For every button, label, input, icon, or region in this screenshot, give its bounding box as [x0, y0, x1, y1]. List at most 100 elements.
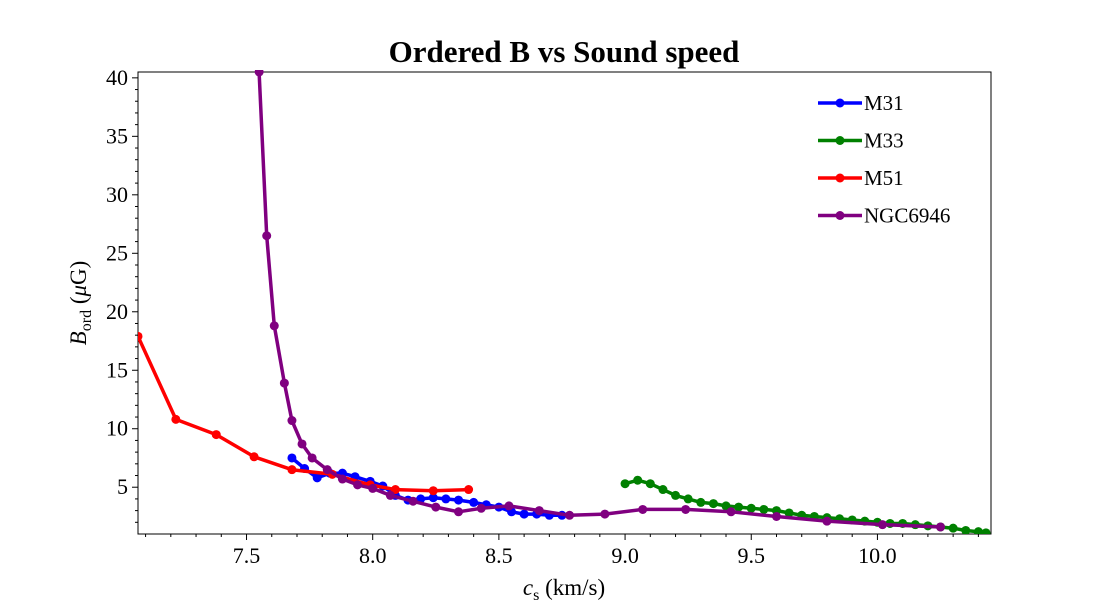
data-point: [408, 496, 418, 506]
plot-area: [137, 71, 992, 535]
data-point: [620, 479, 630, 489]
data-point: [973, 527, 983, 534]
data-point: [721, 501, 731, 511]
data-point: [385, 490, 395, 500]
y-label-unit-rest: G): [66, 261, 91, 285]
legend-marker: [835, 136, 845, 145]
data-point: [138, 331, 143, 341]
data-point: [638, 504, 648, 514]
x-tick-label: 9.0: [611, 543, 639, 568]
data-point: [353, 480, 363, 490]
data-point: [287, 453, 297, 463]
data-point: [784, 508, 794, 518]
data-point: [633, 475, 643, 485]
data-point: [696, 497, 706, 507]
data-point: [600, 509, 610, 519]
data-point: [312, 473, 322, 483]
data-point: [454, 495, 464, 505]
data-point: [269, 321, 279, 331]
data-point: [254, 70, 264, 77]
data-point: [683, 494, 693, 504]
data-point: [759, 504, 769, 514]
data-point: [431, 502, 441, 512]
y-tick-label: 25: [106, 240, 128, 265]
data-point: [658, 485, 668, 495]
data-point: [428, 493, 438, 503]
x-tick-label: 8.0: [359, 543, 387, 568]
data-point: [534, 506, 544, 516]
data-point: [262, 231, 272, 241]
y-tick-label: 40: [106, 65, 128, 90]
series-ngc6946: [254, 70, 946, 532]
series-line: [138, 335, 469, 493]
x-tick-label: 8.5: [485, 543, 513, 568]
chart-title: Ordered B vs Sound speed: [389, 34, 740, 69]
legend-marker: [835, 211, 845, 220]
legend-label: NGC6946: [864, 204, 950, 228]
x-tick-label: 10.0: [858, 543, 897, 568]
y-axis: 5 10 15 20 25 30 35 40: [106, 65, 138, 523]
data-point: [297, 439, 307, 449]
data-point: [454, 507, 464, 517]
data-point: [441, 494, 451, 504]
data-point: [734, 502, 744, 512]
legend-label: M31: [864, 91, 904, 115]
y-tick-label: 10: [106, 416, 128, 441]
legend-item-ngc6946: NGC6946: [818, 204, 950, 228]
data-point: [681, 504, 691, 514]
x-label-symbol: c: [523, 575, 533, 600]
y-tick-label: 35: [106, 123, 128, 148]
data-point: [771, 511, 781, 521]
legend-item-m51: M51: [818, 166, 904, 190]
data-point: [390, 485, 400, 495]
y-axis-label-text: Bord (μG): [66, 261, 95, 346]
x-label-unit: (km/s): [539, 575, 605, 600]
legend: M31 M33 M51 NGC6946: [818, 91, 950, 228]
y-axis-label: Bord (μG): [66, 261, 95, 346]
data-point: [249, 452, 259, 462]
x-axis-label-text: cs (km/s): [523, 575, 605, 600]
data-point: [211, 430, 221, 440]
data-point: [476, 503, 486, 513]
x-tick-label: 7.5: [233, 543, 261, 568]
x-axis: 7.5 8.0 8.5 9.0 9.5 10.0: [145, 534, 979, 568]
y-tick-label: 20: [106, 299, 128, 324]
data-point: [822, 516, 832, 526]
data-point: [877, 520, 887, 530]
legend-marker: [835, 98, 845, 108]
x-axis-label: cs (km/s): [523, 575, 605, 600]
legend-item-m31: M31: [818, 91, 904, 115]
data-point: [519, 509, 529, 519]
x-label-subscript: s: [533, 587, 539, 600]
data-point: [948, 523, 958, 533]
data-point: [708, 499, 718, 509]
y-label-unit-mu: μ: [66, 285, 91, 298]
data-point: [746, 503, 756, 513]
data-point: [981, 528, 991, 534]
data-point: [337, 474, 347, 484]
legend-marker: [835, 173, 845, 183]
legend-label: M51: [864, 166, 904, 190]
data-point: [171, 414, 181, 424]
data-point: [961, 525, 971, 534]
y-tick-label: 15: [106, 357, 128, 382]
data-point: [368, 483, 378, 493]
data-point: [936, 522, 946, 532]
data-point: [645, 479, 655, 489]
data-point: [279, 378, 289, 388]
data-point: [726, 507, 736, 517]
data-point: [428, 486, 438, 496]
y-label-unit-open: (: [66, 297, 91, 310]
y-label-symbol: B: [66, 331, 91, 345]
plot-frame: [137, 71, 992, 535]
data-point: [671, 490, 681, 500]
legend-item-m33: M33: [818, 129, 904, 153]
y-label-subscript: ord: [78, 310, 95, 331]
x-tick-label: 9.5: [738, 543, 766, 568]
data-point: [287, 465, 297, 475]
y-tick-label: 5: [117, 474, 128, 499]
data-point: [469, 497, 479, 507]
legend-label: M33: [864, 129, 904, 153]
series-group: [138, 70, 991, 534]
data-point: [287, 416, 297, 426]
